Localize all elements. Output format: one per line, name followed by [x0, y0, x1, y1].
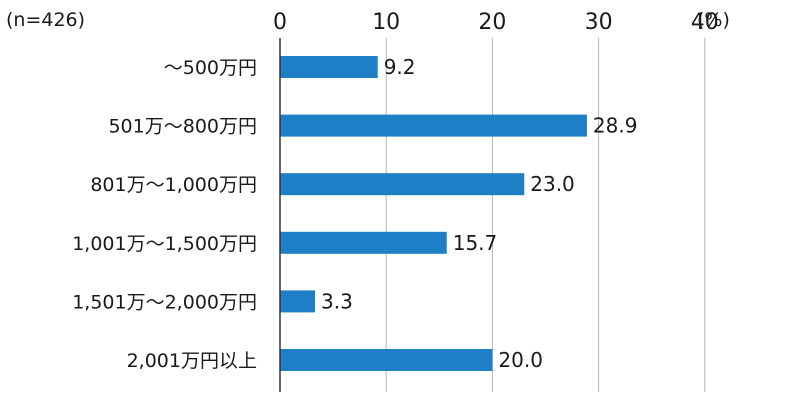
- category-label-4: 1,001万～1,500万円: [72, 233, 257, 255]
- bar-2: [280, 114, 587, 137]
- bar-6: [280, 349, 493, 371]
- category-label-6: 2,001万円以上: [127, 350, 257, 372]
- bar-1: [280, 56, 378, 78]
- sample-size-note: (n=426): [6, 9, 85, 31]
- value-label-3: 23.0: [530, 172, 575, 196]
- x-tick-labels: 0 10 20 30 40: [273, 10, 719, 35]
- bar-5: [280, 290, 316, 313]
- category-label-1: ～500万円: [164, 57, 257, 79]
- unit-label: (%): [697, 9, 730, 31]
- bar-3: [280, 173, 525, 196]
- category-label-5: 1,501万～2,000万円: [72, 291, 257, 313]
- bars: [280, 56, 587, 371]
- x-tick-label-20: 20: [478, 10, 506, 35]
- x-tick-label-40: 40: [691, 10, 719, 35]
- category-label-2: 501万～800万円: [108, 116, 257, 138]
- x-tick-label-0: 0: [273, 10, 287, 35]
- value-label-1: 9.2: [384, 55, 416, 79]
- value-label-4: 15.7: [453, 231, 498, 255]
- gridlines: [385, 38, 706, 392]
- x-tick-label-10: 10: [372, 10, 400, 35]
- category-labels: ～500万円 501万～800万円 801万～1,000万円 1,001万～1,500…: [72, 57, 257, 372]
- x-tick-label-30: 30: [585, 10, 613, 35]
- value-label-2: 28.9: [593, 114, 638, 138]
- category-label-3: 801万～1,000万円: [90, 174, 257, 196]
- value-label-5: 3.3: [321, 289, 353, 313]
- bar-4: [280, 231, 447, 254]
- value-label-6: 20.0: [498, 348, 543, 372]
- value-labels: 9.2 28.9 23.0 15.7 3.3 20.0: [321, 55, 637, 372]
